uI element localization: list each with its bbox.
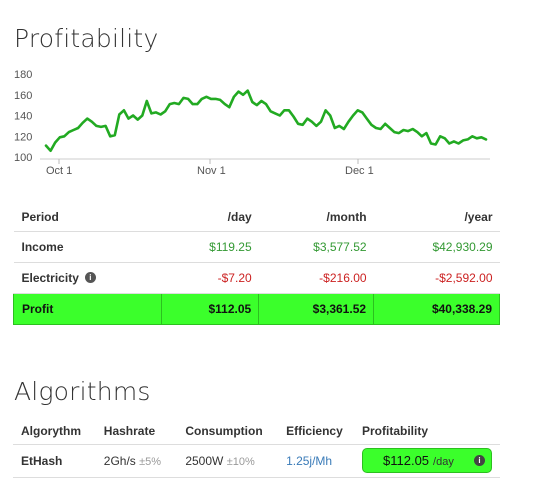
income-year: $42,930.29 — [373, 231, 500, 263]
profitability-badge[interactable]: $112.05/day i — [362, 448, 492, 473]
profitability-value: $112.05 — [383, 453, 430, 468]
profit-row: Profit $112.05 $3,361.52 $40,338.29 — [13, 292, 500, 325]
consumption-variance: ±10% — [226, 455, 255, 468]
y-tick-label: 120 — [14, 131, 32, 143]
x-tick-label: Nov 1 — [197, 165, 226, 177]
y-tick-label: 100 — [14, 152, 32, 164]
profit-table: Period /day /month /year Income $119.25 … — [13, 204, 500, 325]
header-hashrate: Hashrate — [95, 418, 178, 445]
algorithm-name: EtHash — [13, 444, 96, 478]
header-month: /month — [258, 204, 374, 232]
header-period: Period — [13, 204, 162, 232]
hashrate-value: 2Gh/s — [103, 453, 136, 468]
profit-label: Profit — [13, 292, 162, 325]
header-day: /day — [161, 204, 259, 232]
algorithms-table: Algorythm Hashrate Consumption Efficienc… — [13, 418, 500, 478]
y-tick-label: 180 — [14, 69, 32, 81]
y-tick-label: 160 — [14, 90, 32, 102]
electricity-row: Electricity i -$7.20 -$216.00 -$2,592.00 — [13, 262, 500, 294]
electricity-label: Electricity — [21, 270, 79, 285]
header-profitability: Profitability — [354, 418, 500, 445]
profitability-unit: /day — [433, 456, 454, 468]
hashrate-cell: 2Gh/s ±5% — [95, 444, 178, 478]
income-day: $119.25 — [161, 231, 259, 263]
algorithm-row: EtHash 2Gh/s ±5% 2500W ±10% 1.25j/Mh $11… — [13, 444, 500, 478]
income-label: Income — [13, 231, 162, 263]
electricity-month: -$216.00 — [258, 262, 374, 294]
algorithms-header-row: Algorythm Hashrate Consumption Efficienc… — [13, 418, 500, 445]
profit-month: $3,361.52 — [258, 292, 375, 325]
x-tick-label: Dec 1 — [345, 165, 374, 177]
electricity-day: -$7.20 — [161, 262, 259, 294]
income-month: $3,577.52 — [258, 231, 374, 263]
profitability-badge-text: $112.05/day — [383, 453, 454, 468]
algorithms-title: Algorithms — [14, 377, 151, 406]
header-algorythm: Algorythm — [13, 418, 96, 445]
profitability-cell: $112.05/day i — [354, 444, 500, 478]
info-icon[interactable]: i — [474, 455, 485, 466]
electricity-year: -$2,592.00 — [373, 262, 500, 294]
x-tick-label: Oct 1 — [46, 165, 72, 177]
profit-line-series — [44, 89, 488, 153]
info-icon[interactable]: i — [84, 271, 96, 283]
consumption-cell: 2500W ±10% — [177, 444, 279, 478]
electricity-cell: Electricity i — [13, 262, 162, 294]
y-tick-label: 140 — [14, 111, 32, 123]
profitability-chart: 180 160 140 120 100 Oct 1 Nov 1 Dec 1 — [14, 69, 490, 177]
header-year: /year — [373, 204, 500, 232]
header-consumption: Consumption — [177, 418, 279, 445]
profit-table-header-row: Period /day /month /year — [13, 204, 500, 232]
hashrate-variance: ±5% — [139, 455, 162, 468]
profitability-title: Profitability — [14, 24, 159, 53]
profit-day: $112.05 — [160, 292, 260, 325]
consumption-value: 2500W — [185, 453, 224, 468]
efficiency-value[interactable]: 1.25j/Mh — [278, 444, 354, 478]
profit-year: $40,338.29 — [373, 292, 500, 325]
header-efficiency: Efficiency — [278, 418, 354, 445]
income-row: Income $119.25 $3,577.52 $42,930.29 — [13, 231, 500, 263]
